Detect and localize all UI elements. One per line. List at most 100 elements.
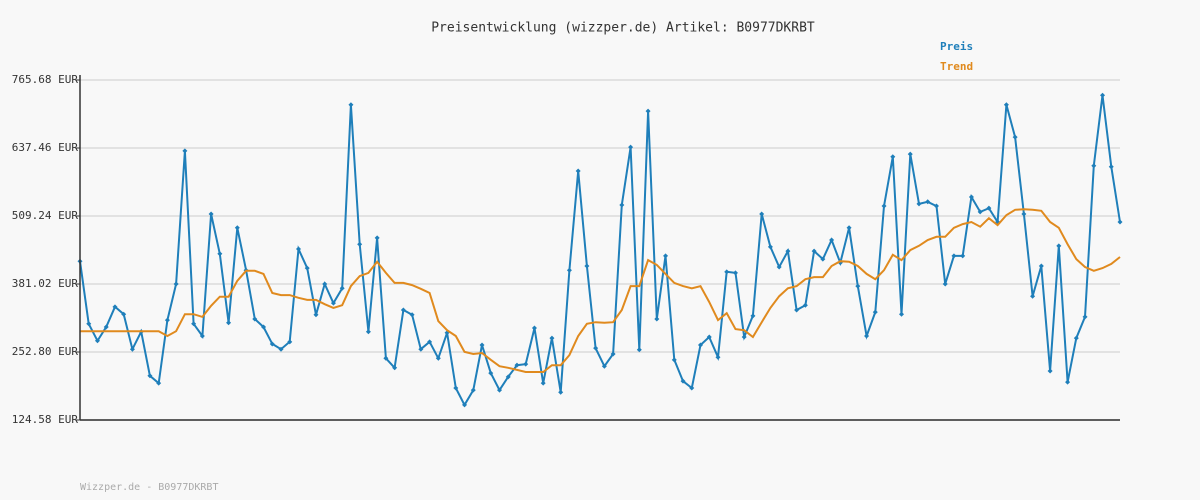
point-marker	[304, 265, 310, 271]
point-marker	[610, 351, 616, 357]
point-marker	[164, 317, 170, 323]
point-marker	[496, 387, 502, 393]
y-tick-label: 124.58 EUR	[12, 413, 79, 426]
point-marker	[916, 201, 922, 207]
point-marker	[759, 211, 765, 217]
point-marker	[1021, 211, 1027, 217]
point-marker	[706, 334, 712, 340]
point-marker	[1047, 368, 1053, 374]
point-marker	[1100, 92, 1106, 98]
point-marker	[724, 269, 730, 275]
point-marker	[794, 307, 800, 313]
point-marker	[217, 251, 223, 257]
point-marker	[767, 244, 773, 250]
point-marker	[147, 373, 153, 379]
point-marker	[881, 203, 887, 209]
point-marker	[925, 199, 931, 205]
point-marker	[855, 283, 861, 289]
point-marker	[392, 365, 398, 371]
point-marker	[453, 385, 459, 391]
point-marker	[645, 108, 651, 114]
point-marker	[103, 324, 109, 330]
point-marker	[540, 380, 546, 386]
point-marker	[479, 342, 485, 348]
point-marker	[811, 248, 817, 254]
point-marker	[357, 241, 363, 247]
point-marker	[732, 270, 738, 276]
point-marker	[698, 342, 704, 348]
point-marker	[1012, 134, 1018, 140]
point-marker	[846, 225, 852, 231]
point-marker	[741, 334, 747, 340]
point-marker	[339, 285, 345, 291]
point-marker	[549, 335, 555, 341]
point-marker	[663, 253, 669, 259]
point-marker	[977, 209, 983, 215]
point-marker	[112, 304, 118, 310]
point-marker	[435, 355, 441, 361]
point-marker	[619, 202, 625, 208]
point-marker	[156, 380, 162, 386]
point-marker	[191, 321, 197, 327]
point-marker	[269, 341, 275, 347]
point-marker	[523, 361, 529, 367]
point-marker	[715, 354, 721, 360]
point-marker	[488, 370, 494, 376]
point-marker	[531, 325, 537, 331]
point-marker	[584, 263, 590, 269]
point-marker	[1091, 163, 1097, 169]
point-marker	[750, 313, 756, 319]
y-tick-label: 637.46 EUR	[12, 141, 79, 154]
point-marker	[1030, 293, 1036, 299]
point-marker	[86, 321, 92, 327]
point-marker	[1117, 219, 1123, 225]
point-marker	[1003, 102, 1009, 108]
point-marker	[383, 355, 389, 361]
y-tick-label: 509.24 EUR	[12, 209, 79, 222]
point-marker	[505, 374, 511, 380]
point-marker	[872, 309, 878, 315]
point-marker	[689, 385, 695, 391]
point-marker	[182, 148, 188, 154]
point-marker	[1065, 379, 1071, 385]
point-marker	[960, 253, 966, 259]
point-marker	[601, 363, 607, 369]
point-marker	[427, 339, 433, 345]
point-marker	[558, 389, 564, 395]
point-marker	[1108, 164, 1114, 170]
plot	[77, 92, 1123, 408]
point-marker	[470, 387, 476, 393]
point-marker	[864, 333, 870, 339]
point-marker	[322, 281, 328, 287]
point-marker	[199, 333, 205, 339]
point-marker	[330, 300, 336, 306]
point-marker	[671, 357, 677, 363]
point-marker	[933, 203, 939, 209]
point-marker	[313, 312, 319, 318]
point-marker	[514, 362, 520, 368]
point-marker	[287, 339, 293, 345]
point-marker	[593, 345, 599, 351]
point-marker	[628, 144, 634, 150]
point-marker	[1056, 243, 1062, 249]
point-marker	[951, 253, 957, 259]
point-marker	[129, 346, 135, 352]
point-marker	[418, 346, 424, 352]
point-marker	[1082, 314, 1088, 320]
point-marker	[907, 151, 913, 157]
point-marker	[1038, 263, 1044, 269]
point-marker	[942, 281, 948, 287]
point-marker	[680, 378, 686, 384]
chart-title: Preisentwicklung (wizzper.de) Artikel: B…	[431, 21, 815, 36]
point-marker	[374, 235, 380, 241]
point-marker	[234, 225, 240, 231]
point-marker	[261, 324, 267, 330]
point-marker	[400, 307, 406, 313]
point-marker	[348, 102, 354, 108]
point-marker	[462, 402, 468, 408]
point-marker	[226, 320, 232, 326]
y-tick-label: 252.80 EUR	[12, 345, 79, 358]
point-marker	[295, 246, 301, 252]
point-marker	[968, 194, 974, 200]
